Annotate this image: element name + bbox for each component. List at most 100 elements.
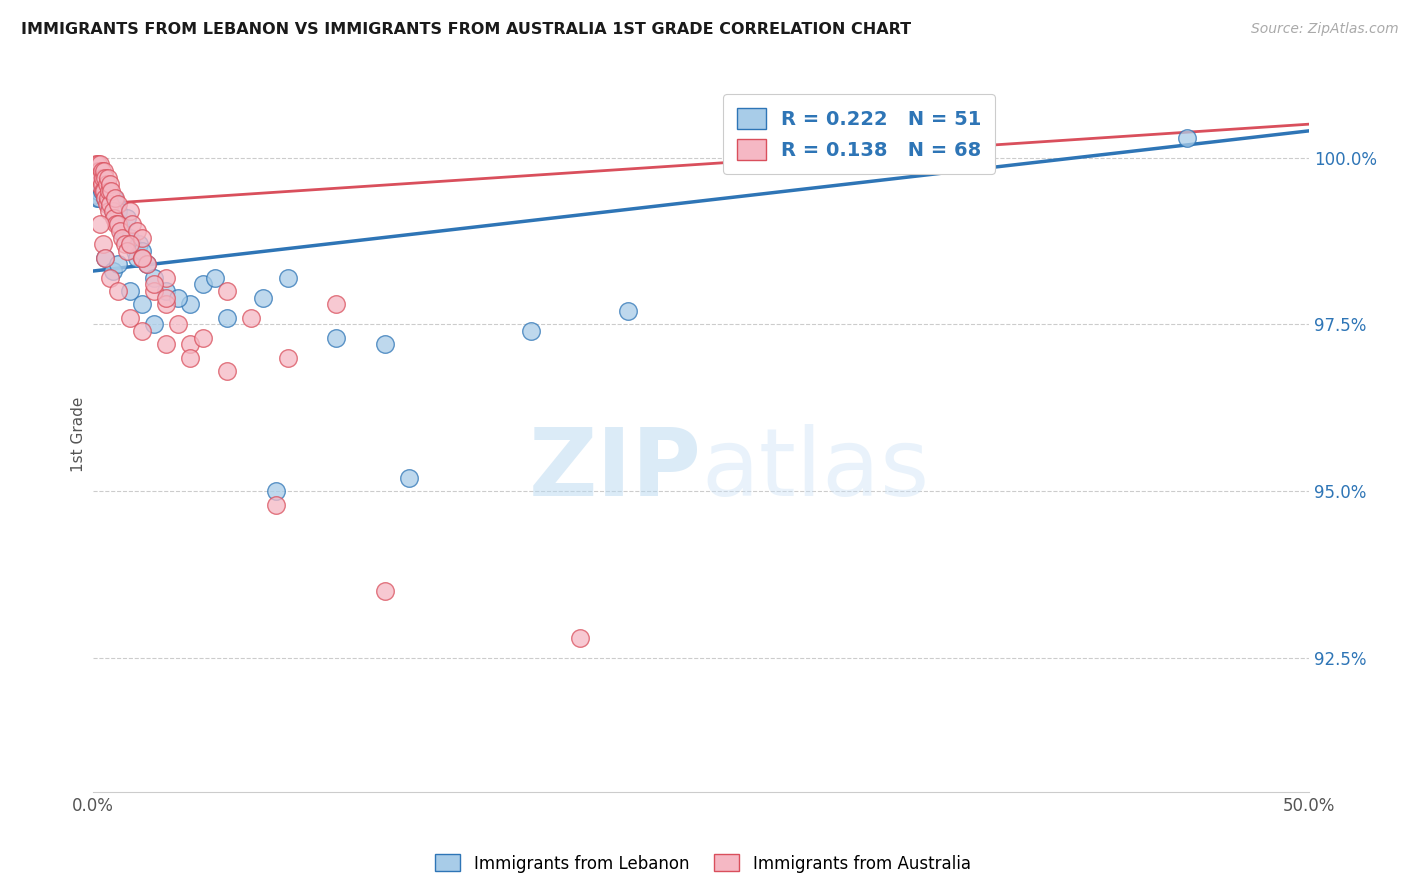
Point: [179, 351, 201, 365]
Point: [87, 184, 110, 198]
Point: [94, 191, 117, 205]
Point: [108, 217, 131, 231]
Point: [107, 203, 129, 218]
Point: [155, 337, 177, 351]
Point: [617, 304, 640, 318]
Point: [87, 157, 110, 171]
Point: [94, 170, 117, 185]
Point: [143, 270, 166, 285]
Point: [131, 297, 153, 311]
Legend: Immigrants from Lebanon, Immigrants from Australia: Immigrants from Lebanon, Immigrants from…: [429, 847, 977, 880]
Point: [107, 284, 129, 298]
Point: [398, 471, 420, 485]
Point: [114, 237, 136, 252]
Point: [97, 197, 120, 211]
Point: [131, 251, 153, 265]
Point: [264, 484, 287, 499]
Point: [100, 184, 122, 198]
Point: [94, 178, 117, 192]
Point: [124, 244, 146, 258]
Point: [93, 184, 115, 198]
Point: [96, 197, 118, 211]
Point: [105, 197, 128, 211]
Point: [215, 364, 238, 378]
Point: [101, 264, 124, 278]
Point: [98, 184, 121, 198]
Point: [93, 184, 115, 198]
Point: [101, 203, 124, 218]
Point: [107, 217, 129, 231]
Point: [191, 331, 214, 345]
Point: [94, 251, 117, 265]
Point: [135, 257, 157, 271]
Point: [89, 157, 111, 171]
Point: [125, 251, 148, 265]
Y-axis label: 1st Grade: 1st Grade: [72, 397, 86, 472]
Point: [89, 164, 111, 178]
Point: [111, 230, 134, 244]
Point: [167, 291, 190, 305]
Point: [121, 217, 143, 231]
Point: [135, 257, 157, 271]
Point: [91, 178, 114, 192]
Point: [91, 237, 114, 252]
Point: [155, 291, 177, 305]
Point: [96, 178, 118, 192]
Point: [94, 191, 117, 205]
Point: [108, 224, 131, 238]
Point: [325, 331, 347, 345]
Point: [90, 184, 112, 198]
Point: [94, 251, 117, 265]
Point: [114, 230, 136, 244]
Point: [155, 284, 177, 298]
Text: atlas: atlas: [702, 425, 929, 516]
Point: [325, 297, 347, 311]
Point: [89, 170, 111, 185]
Point: [204, 270, 226, 285]
Point: [84, 157, 107, 171]
Point: [143, 318, 166, 332]
Point: [111, 224, 134, 238]
Point: [118, 237, 141, 252]
Point: [118, 230, 141, 244]
Point: [115, 211, 138, 225]
Point: [98, 270, 121, 285]
Point: [90, 178, 112, 192]
Point: [128, 237, 150, 252]
Point: [100, 197, 122, 211]
Point: [155, 270, 177, 285]
Text: ZIP: ZIP: [529, 425, 702, 516]
Point: [107, 257, 129, 271]
Point: [143, 284, 166, 298]
Point: [91, 170, 114, 185]
Point: [240, 310, 263, 325]
Point: [107, 197, 129, 211]
Point: [155, 297, 177, 311]
Point: [98, 197, 121, 211]
Point: [105, 217, 128, 231]
Point: [191, 277, 214, 292]
Point: [98, 191, 121, 205]
Point: [1177, 130, 1199, 145]
Point: [179, 337, 201, 351]
Point: [167, 318, 190, 332]
Point: [143, 277, 166, 292]
Point: [104, 211, 127, 225]
Point: [131, 251, 153, 265]
Point: [86, 191, 108, 205]
Point: [104, 191, 127, 205]
Legend: R = 0.222   N = 51, R = 0.138   N = 68: R = 0.222 N = 51, R = 0.138 N = 68: [723, 95, 995, 174]
Text: IMMIGRANTS FROM LEBANON VS IMMIGRANTS FROM AUSTRALIA 1ST GRADE CORRELATION CHART: IMMIGRANTS FROM LEBANON VS IMMIGRANTS FR…: [21, 22, 911, 37]
Point: [131, 244, 153, 258]
Point: [86, 164, 108, 178]
Point: [97, 170, 120, 185]
Point: [118, 203, 141, 218]
Point: [374, 337, 396, 351]
Point: [97, 191, 120, 205]
Point: [89, 178, 111, 192]
Point: [264, 498, 287, 512]
Point: [374, 584, 396, 599]
Point: [277, 270, 299, 285]
Point: [98, 184, 121, 198]
Point: [89, 191, 111, 205]
